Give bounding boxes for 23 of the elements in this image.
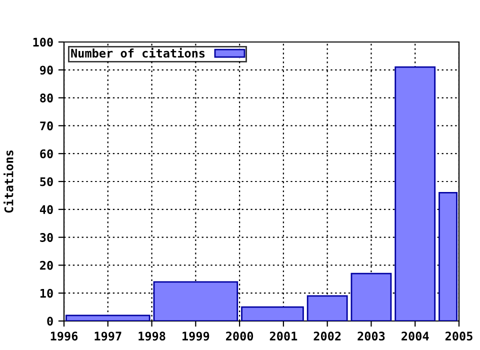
x-tick-label: 2003 [358,332,385,341]
x-tick-label: 2004 [402,332,429,341]
x-tick-label: 1997 [94,332,122,341]
x-tick-label: 2002 [314,332,341,341]
legend-label: Number of citations [71,48,205,58]
y-tick-label: 80 [40,94,53,102]
x-tick-label: 2005 [445,332,472,341]
y-tick-label: 100 [33,38,53,47]
y-tick-label: 20 [40,260,53,270]
x-tick-label: 1998 [138,332,166,341]
y-tick-label: 90 [40,66,53,75]
y-tick-label: 50 [40,177,53,186]
y-tick-label: 30 [40,233,53,242]
y-tick-label: 0 [47,316,53,326]
y-axis-title: Citations [4,150,14,213]
x-tick-label: 2001 [270,332,298,341]
y-tick-label: 70 [40,121,53,130]
y-tick-label: 40 [40,205,53,214]
x-tick-label: 2000 [226,332,254,341]
x-tick-label: 1999 [182,332,210,341]
x-tick-label: 1996 [50,332,78,341]
y-tick-label: 10 [40,288,53,298]
y-tick-label: 60 [40,149,53,158]
